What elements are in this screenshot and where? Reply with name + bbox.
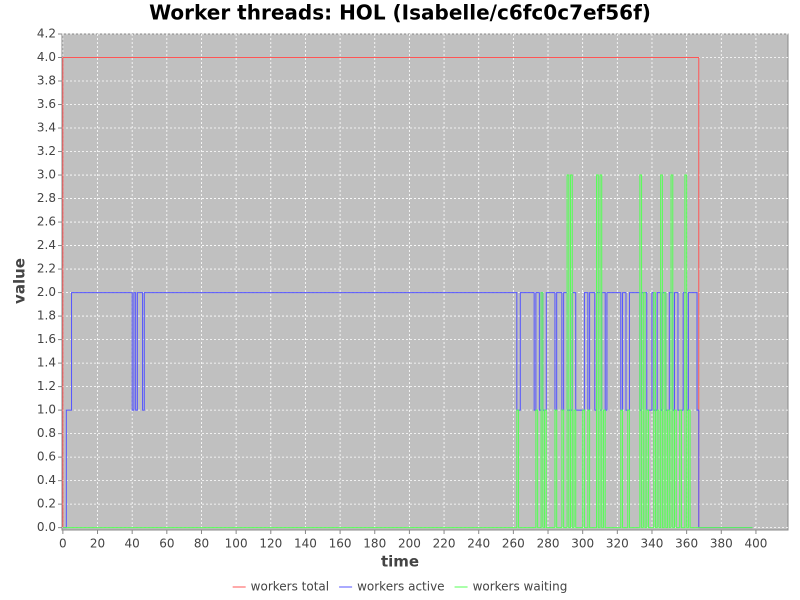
y-tick-label: 0.6 bbox=[37, 450, 56, 464]
y-tick-label: 3.6 bbox=[37, 97, 56, 111]
x-tick-label: 80 bbox=[194, 537, 209, 551]
x-tick-label: 180 bbox=[363, 537, 386, 551]
y-tick-label: 0.4 bbox=[37, 473, 56, 487]
legend-item: workers total bbox=[232, 580, 329, 594]
x-tick-label: 40 bbox=[125, 537, 140, 551]
y-tick-label: 2.8 bbox=[37, 191, 56, 205]
x-tick-label: 300 bbox=[571, 537, 594, 551]
x-tick-label: 400 bbox=[744, 537, 767, 551]
y-tick-label: 0.2 bbox=[37, 497, 56, 511]
legend-label: workers waiting bbox=[473, 580, 568, 594]
x-tick-label: 120 bbox=[259, 537, 282, 551]
y-tick-label: 1.8 bbox=[37, 309, 56, 323]
y-tick-label: 2.4 bbox=[37, 238, 56, 252]
y-tick-label: 4.2 bbox=[37, 27, 56, 41]
axes: 0.0 0.2 0.4 0.6 0.8 1.0 1.2 1.4 1.6 1.8 2.0 2.2 2.4 2… bbox=[37, 27, 767, 551]
series-line bbox=[62, 174, 753, 529]
x-tick-label: 320 bbox=[606, 537, 629, 551]
x-tick-label: 20 bbox=[90, 537, 105, 551]
y-tick-label: 1.4 bbox=[37, 356, 56, 370]
plot-area bbox=[61, 33, 789, 531]
legend-label: workers total bbox=[251, 580, 329, 594]
legend-item: workers active bbox=[339, 580, 445, 594]
legend: workers total workers active workers waiti… bbox=[232, 580, 568, 594]
legend-label: workers active bbox=[357, 580, 444, 594]
y-tick-label: 2.0 bbox=[37, 285, 56, 299]
x-tick-label: 360 bbox=[675, 537, 698, 551]
x-tick-label: 260 bbox=[502, 537, 525, 551]
y-axis-label: value bbox=[11, 258, 29, 304]
chart-title: Worker threads: HOL (Isabelle/c6fc0c7ef5… bbox=[149, 1, 651, 25]
x-axis-label: time bbox=[381, 553, 419, 571]
x-tick-label: 160 bbox=[329, 537, 352, 551]
x-tick-label: 200 bbox=[398, 537, 421, 551]
x-tick-label: 280 bbox=[537, 537, 560, 551]
x-tick-label: 140 bbox=[294, 537, 317, 551]
x-tick-label: 0 bbox=[59, 537, 67, 551]
y-tick-label: 4.0 bbox=[37, 50, 56, 64]
y-tick-label: 3.4 bbox=[37, 121, 56, 135]
x-tick-label: 240 bbox=[467, 537, 490, 551]
series-lines bbox=[62, 57, 753, 529]
y-tick-label: 1.6 bbox=[37, 332, 56, 346]
y-tick-label: 2.6 bbox=[37, 215, 56, 229]
y-tick-label: 3.8 bbox=[37, 74, 56, 88]
y-tick-label: 3.2 bbox=[37, 144, 56, 158]
x-tick-label: 220 bbox=[433, 537, 456, 551]
x-tick-label: 60 bbox=[159, 537, 174, 551]
x-tick-label: 340 bbox=[641, 537, 664, 551]
x-tick-label: 380 bbox=[710, 537, 733, 551]
y-tick-label: 3.0 bbox=[37, 168, 56, 182]
y-tick-label: 1.2 bbox=[37, 379, 56, 393]
grid bbox=[62, 33, 788, 530]
legend-item: workers waiting bbox=[454, 580, 568, 594]
x-tick-label: 100 bbox=[225, 537, 248, 551]
y-tick-label: 2.2 bbox=[37, 262, 56, 276]
y-tick-label: 1.0 bbox=[37, 403, 56, 417]
y-tick-label: 0.0 bbox=[37, 520, 56, 534]
y-tick-label: 0.8 bbox=[37, 426, 56, 440]
